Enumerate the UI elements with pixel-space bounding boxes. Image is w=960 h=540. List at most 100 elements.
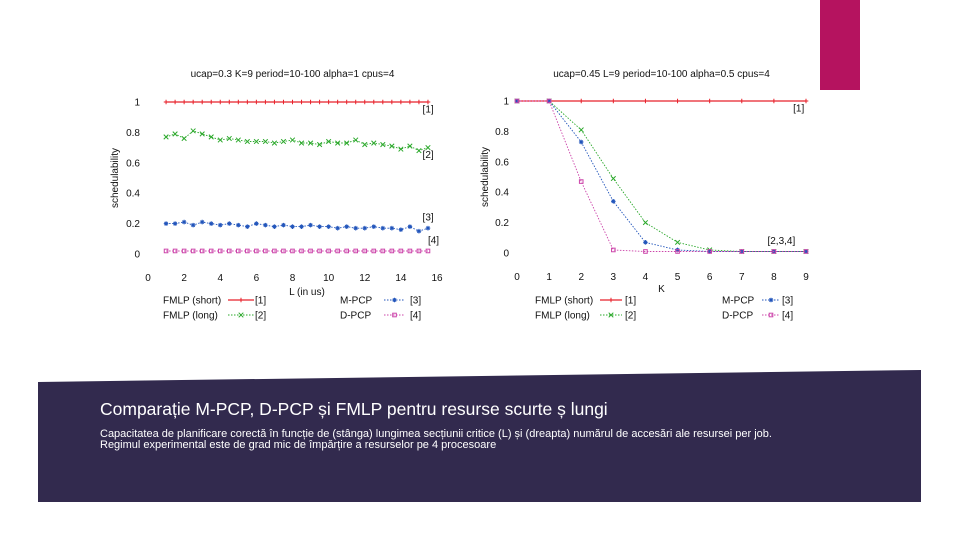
legend-label: D-PCP [722, 311, 753, 322]
x-tick-label: 2 [578, 272, 584, 283]
data-point [199, 99, 205, 105]
y-axis-label: schedulability [480, 147, 491, 207]
data-point [425, 99, 431, 105]
data-point [353, 99, 359, 105]
data-point [226, 135, 232, 142]
data-point [675, 98, 680, 104]
data-point [335, 248, 340, 254]
legend: FMLP (short) [1] FMLP (long) [2] M-PCP [3] D-P… [163, 296, 421, 322]
data-point [181, 99, 187, 105]
legend-ref: [4] [782, 311, 793, 322]
chart-title: ucap=0.3 K=9 period=10-100 alpha=1 cpus=… [191, 69, 395, 80]
data-point [398, 248, 404, 254]
x-tick-label: 0 [514, 272, 520, 283]
x-tick-label: 0 [145, 273, 151, 284]
data-point [416, 99, 422, 105]
legend-ref: [1] [625, 296, 636, 307]
data-point [181, 219, 187, 225]
data-point [425, 225, 431, 231]
data-point [290, 99, 295, 105]
data-point [190, 99, 196, 105]
legend-marker [392, 297, 397, 303]
data-point [362, 141, 368, 148]
x-tick-label: 8 [290, 273, 296, 284]
data-point [172, 131, 178, 137]
y-tick-label: 0 [503, 249, 509, 260]
data-point [353, 225, 359, 231]
annotation: [2] [423, 150, 434, 161]
x-tick-label: 16 [431, 273, 443, 284]
data-point [271, 140, 278, 146]
data-point [674, 239, 681, 246]
y-tick-label: 0.2 [126, 219, 140, 230]
x-tick-label: 9 [803, 272, 809, 283]
data-point [217, 248, 223, 254]
data-point [707, 249, 712, 254]
data-point [643, 249, 648, 254]
y-tick-label: 0 [134, 250, 140, 261]
legend-label: FMLP (short) [535, 296, 593, 307]
data-point [272, 224, 277, 229]
data-point [299, 248, 304, 254]
slide-caption: Capacitatea de planificare corectă în fu… [100, 428, 772, 451]
data-point [263, 248, 268, 254]
data-point [326, 248, 331, 254]
data-point [254, 248, 259, 254]
data-point [254, 221, 259, 226]
series-line [517, 100, 806, 252]
data-point [299, 224, 304, 229]
data-point [253, 138, 260, 145]
series-line [517, 100, 806, 252]
data-point [280, 138, 287, 145]
data-point [353, 137, 359, 143]
data-point [707, 249, 712, 254]
data-point [546, 98, 552, 104]
data-point [362, 248, 368, 254]
y-tick-label: 0.4 [495, 188, 509, 199]
data-point [398, 99, 404, 105]
legend-entry: D-PCP [4] [340, 311, 421, 322]
data-point [308, 248, 313, 254]
data-point [380, 141, 386, 148]
data-point [389, 225, 395, 231]
chart-1: ucap=0.3 K=9 period=10-100 alpha=1 cpus=… [110, 69, 443, 322]
charts-area: ucap=0.3 K=9 period=10-100 alpha=1 cpus=… [110, 69, 809, 322]
annotation: [4] [428, 235, 439, 246]
series-m-pcp [514, 98, 809, 254]
x-tick-label: 2 [181, 273, 187, 284]
data-point [236, 222, 241, 228]
data-point [325, 138, 332, 145]
data-point [236, 248, 241, 254]
data-point [289, 137, 296, 143]
series-line [165, 130, 429, 152]
data-point [236, 99, 241, 105]
data-point [199, 219, 205, 225]
legend-entry: FMLP (long) [2] [163, 311, 266, 322]
data-point [190, 248, 196, 254]
series-line [517, 100, 806, 252]
chart-2: ucap=0.45 L=9 period=10-100 alpha=0.5 cp… [480, 69, 809, 322]
data-point [514, 98, 520, 104]
legend-ref: [2] [625, 311, 636, 322]
series-fmlp-short [514, 98, 809, 104]
legend-label: FMLP (long) [163, 311, 218, 322]
data-point [172, 99, 178, 105]
data-point [344, 224, 349, 229]
legend-marker [768, 312, 774, 318]
data-point [643, 98, 648, 104]
data-point [263, 99, 268, 105]
data-point [380, 99, 386, 105]
data-point [208, 99, 214, 105]
data-point [380, 248, 386, 254]
y-tick-label: 0.6 [126, 158, 140, 169]
data-point [344, 140, 350, 146]
legend-entry: FMLP (short) [1] [535, 296, 636, 307]
data-point [416, 147, 422, 154]
data-point [326, 99, 331, 105]
data-point [217, 137, 223, 143]
data-point [546, 98, 552, 104]
x-tick-label: 3 [611, 272, 617, 283]
x-tick-label: 4 [643, 272, 649, 283]
legend-ref: [3] [782, 296, 793, 307]
data-point [611, 247, 616, 253]
